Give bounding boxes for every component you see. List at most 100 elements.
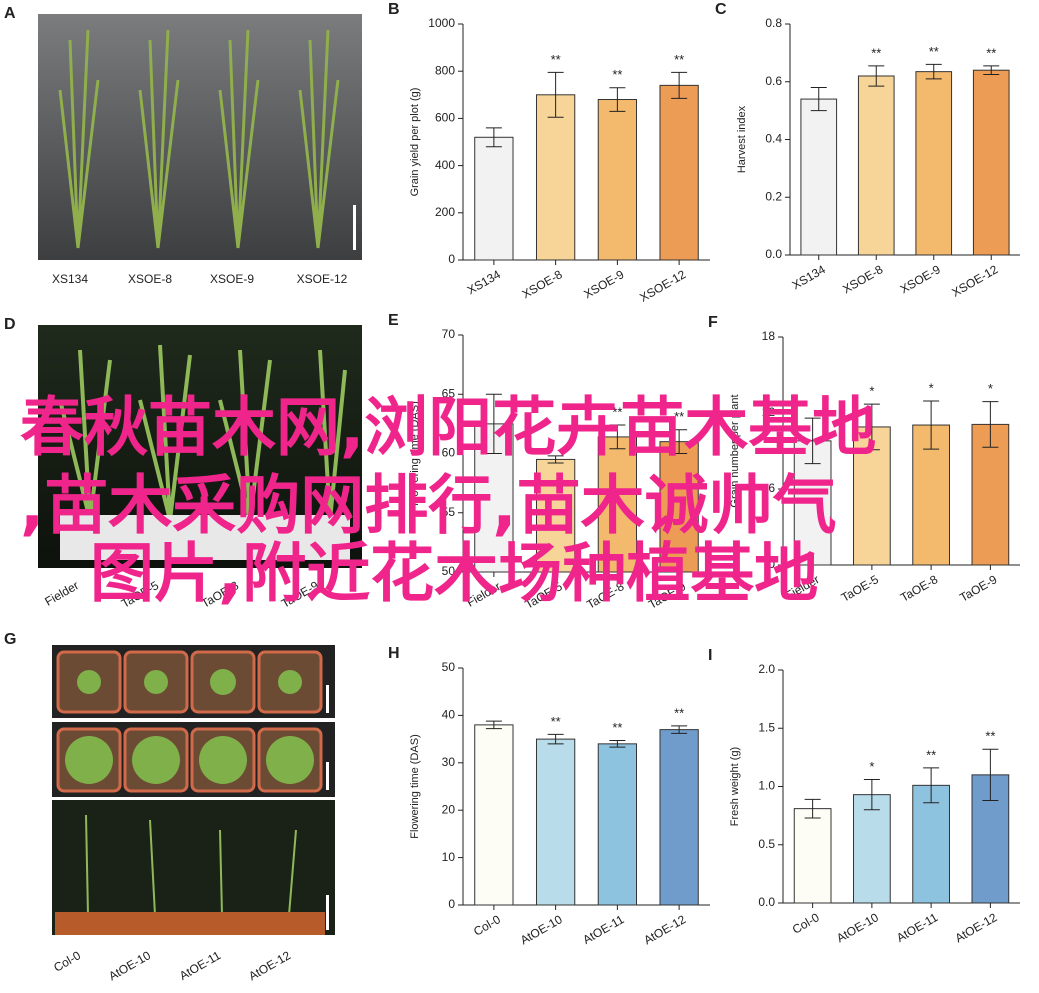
significance: **: [871, 45, 881, 60]
photo-d: [38, 325, 362, 568]
error-bar: [983, 65, 1000, 76]
x-tick-label: Col-0: [790, 910, 822, 937]
y-tick-label: 12: [762, 405, 776, 419]
y-axis-label: Grain yield per plot (g): [409, 88, 421, 197]
error-bar: [671, 71, 688, 99]
panel-label: G: [4, 631, 16, 648]
panel-label: E: [388, 312, 399, 329]
x-tick-label: AtOE-12: [953, 910, 1000, 945]
watermark-text: 图片,附近花木场种植基地: [90, 538, 818, 612]
error-bar: [982, 748, 999, 801]
y-tick-label: 6: [768, 481, 775, 495]
y-tick-label: 400: [435, 158, 455, 172]
bar: [535, 458, 576, 573]
bar: [535, 738, 576, 906]
y-tick-label: 70: [442, 327, 456, 341]
panel-label: H: [388, 645, 400, 662]
error-bar: [804, 798, 821, 819]
x-tick-label: AtOE-11: [894, 910, 940, 945]
significance: **: [929, 44, 939, 59]
photo-caption: XSOE-12: [297, 272, 348, 286]
y-tick-label: 0.4: [765, 132, 782, 146]
bar: [800, 98, 838, 256]
photo-caption: AtOE-12: [246, 948, 293, 983]
bar: [597, 436, 638, 573]
y-axis-label: Flowering time (DAS): [409, 734, 421, 839]
y-tick-label: 0.6: [765, 74, 782, 88]
y-tick-label: 1000: [428, 16, 455, 30]
y-tick-label: 10: [442, 850, 456, 864]
y-axis-label: Grain number per plant: [729, 394, 741, 507]
panel-label: A: [4, 5, 16, 22]
y-tick-label: 800: [435, 63, 455, 77]
y-tick-label: 0.5: [758, 837, 775, 851]
significance: **: [674, 52, 684, 67]
y-tick-label: 0: [448, 897, 455, 911]
panel-label: F: [708, 314, 718, 331]
x-tick-label: XS134: [790, 262, 828, 292]
error-bar: [671, 725, 688, 734]
photo-caption: AtOE-10: [106, 948, 153, 983]
watermark-text: ,苗木采购网排行,苗木诚帅气: [20, 470, 837, 544]
photo-caption: AtOE-11: [177, 948, 223, 983]
significance: *: [869, 759, 874, 774]
photo-caption: Fielder: [42, 578, 81, 608]
y-tick-label: 40: [442, 708, 456, 722]
y-axis-label: Flowering time (DAS): [409, 401, 421, 506]
x-tick-label: Col-0: [471, 912, 503, 939]
x-tick-label: AtOE-10: [834, 910, 881, 945]
error-bar: [609, 87, 626, 112]
y-tick-label: 0: [448, 252, 455, 266]
bar: [597, 99, 638, 261]
y-tick-label: 0.2: [765, 189, 782, 203]
error-bar: [982, 401, 999, 448]
bar: [659, 441, 699, 573]
error-bar: [804, 417, 821, 465]
y-tick-label: 200: [435, 205, 455, 219]
panel-label: I: [708, 647, 712, 664]
y-tick-label: 600: [435, 111, 455, 125]
error-bar: [547, 455, 564, 464]
significance: **: [985, 729, 995, 744]
x-tick-label: TaOE-5: [839, 572, 882, 605]
error-bar: [863, 403, 880, 451]
bar: [659, 729, 699, 906]
error-bar: [485, 393, 502, 454]
significance: **: [612, 720, 622, 735]
error-bar: [547, 71, 564, 118]
bar: [597, 743, 638, 906]
bar: [659, 84, 699, 261]
x-tick-label: XS134: [465, 267, 503, 297]
photo-caption: XSOE-8: [128, 272, 172, 286]
y-tick-label: 18: [762, 329, 776, 343]
y-tick-label: 50: [442, 564, 456, 578]
x-tick-label: XSOE-9: [898, 262, 943, 296]
bar: [474, 724, 514, 906]
y-axis-label: Harvest index: [736, 105, 748, 173]
significance: *: [929, 380, 934, 395]
bar: [971, 423, 1010, 566]
bar: [793, 808, 832, 904]
bar: [853, 794, 891, 904]
error-bar: [609, 740, 626, 748]
x-tick-label: XSOE-8: [840, 262, 885, 296]
x-tick-label: XSOE-12: [949, 262, 1000, 300]
panel-label: B: [388, 1, 400, 18]
photo-caption: XS134: [52, 272, 88, 286]
y-axis-label: Fresh weight (g): [729, 747, 741, 826]
y-tick-label: 60: [442, 446, 456, 460]
significance: **: [674, 705, 684, 720]
photo-caption: Col-0: [51, 948, 83, 975]
photo-a: [38, 14, 362, 260]
error-bar: [609, 424, 626, 450]
error-bar: [925, 63, 942, 80]
panel-label: D: [4, 316, 16, 333]
bar: [535, 94, 576, 261]
photo-g: [52, 645, 335, 935]
significance: **: [986, 45, 996, 60]
error-bar: [863, 779, 880, 811]
error-bar: [671, 429, 688, 454]
y-tick-label: 1.0: [758, 779, 775, 793]
y-tick-label: 20: [442, 802, 456, 816]
